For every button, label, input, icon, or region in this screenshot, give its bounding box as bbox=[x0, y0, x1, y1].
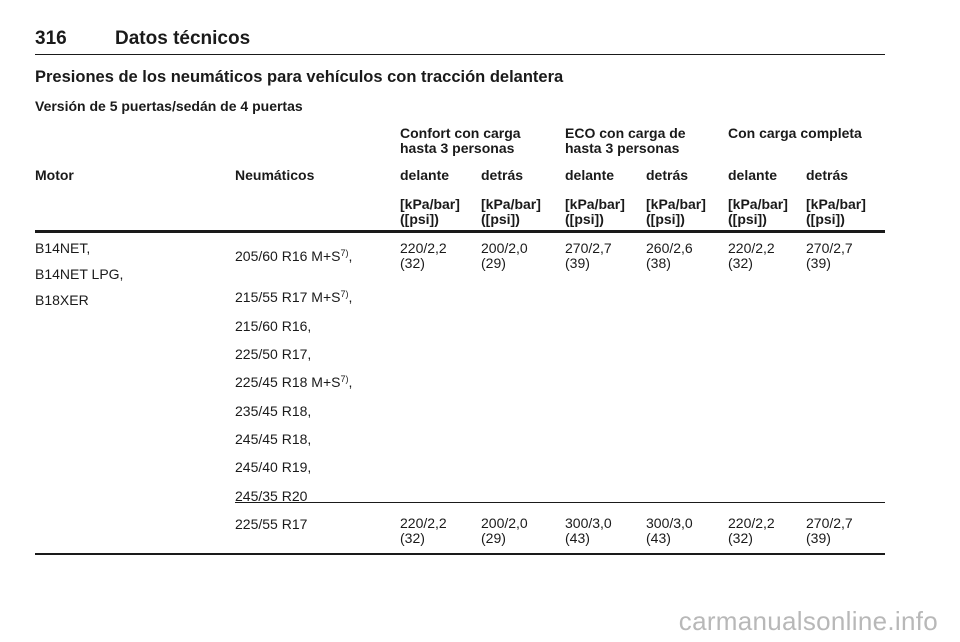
group-header-eco: ECO con carga de hasta 3 personas bbox=[565, 126, 686, 156]
motor-name: B14NET LPG, bbox=[35, 266, 124, 282]
tyre-size: 245/40 R19, bbox=[235, 459, 312, 475]
group-header-comfort: Confort con carga hasta 3 personas bbox=[400, 126, 521, 156]
group-header-line: hasta 3 personas bbox=[565, 140, 680, 156]
unit-label: [kPa/bar] ([psi]) bbox=[481, 196, 541, 227]
pressure-value: 270/2,7 (39) bbox=[806, 515, 853, 546]
group-header-line: Con carga completa bbox=[728, 125, 862, 141]
col-header-front: delante bbox=[565, 167, 615, 183]
section-title: Presiones de los neumáticos para vehícul… bbox=[35, 68, 564, 86]
tyre-size: 235/45 R18, bbox=[235, 403, 312, 419]
pressure-value: 270/2,7 (39) bbox=[565, 240, 612, 271]
page-number: 316 bbox=[35, 28, 67, 49]
group-header-line: hasta 3 personas bbox=[400, 140, 515, 156]
tyre-size: 225/45 R18 M+S7), bbox=[235, 374, 353, 390]
motor-name: B14NET, bbox=[35, 240, 91, 256]
tyre-pressure-table: Confort con carga hasta 3 personas ECO c… bbox=[35, 122, 885, 562]
pressure-value: 200/2,0 (29) bbox=[481, 515, 528, 546]
tyre-size: 245/45 R18, bbox=[235, 431, 312, 447]
watermark: carmanualsonline.info bbox=[678, 606, 938, 636]
table-bottom-rule bbox=[35, 553, 885, 555]
pressure-value: 220/2,2 (32) bbox=[400, 515, 447, 546]
unit-label: [kPa/bar] ([psi]) bbox=[806, 196, 866, 227]
pressure-value: 300/3,0 (43) bbox=[646, 515, 693, 546]
col-header-front: delante bbox=[728, 167, 778, 183]
group-header-line: Confort con carga bbox=[400, 125, 521, 141]
subsection-title: Versión de 5 puertas/sedán de 4 puertas bbox=[35, 98, 303, 114]
tyre-size: 205/60 R16 M+S7), bbox=[235, 248, 353, 264]
unit-label: [kPa/bar] ([psi]) bbox=[565, 196, 625, 227]
tyre-size: 215/60 R16, bbox=[235, 318, 312, 334]
pressure-value: 270/2,7 (39) bbox=[806, 240, 853, 271]
unit-label: [kPa/bar] ([psi]) bbox=[728, 196, 788, 227]
pressure-value: 200/2,0 (29) bbox=[481, 240, 528, 271]
page-header: 316 Datos técnicos bbox=[35, 28, 885, 55]
unit-label: [kPa/bar] ([psi]) bbox=[400, 196, 460, 227]
page-title: Datos técnicos bbox=[115, 28, 251, 49]
motor-name: B18XER bbox=[35, 292, 89, 308]
group-header-line: ECO con carga de bbox=[565, 125, 686, 141]
pressure-value: 300/3,0 (43) bbox=[565, 515, 612, 546]
row-divider bbox=[235, 502, 885, 503]
pressure-value: 220/2,2 (32) bbox=[728, 240, 775, 271]
pressure-value: 220/2,2 (32) bbox=[400, 240, 447, 271]
col-header-front: delante bbox=[400, 167, 450, 183]
col-header-motor: Motor bbox=[35, 167, 74, 183]
tyre-size: 225/55 R17 bbox=[235, 516, 308, 532]
pressure-value: 220/2,2 (32) bbox=[728, 515, 775, 546]
tyre-size: 215/55 R17 M+S7), bbox=[235, 289, 353, 305]
col-header-rear: detrás bbox=[481, 167, 524, 183]
pressure-value: 260/2,6 (38) bbox=[646, 240, 693, 271]
col-header-tyres: Neumáticos bbox=[235, 167, 315, 183]
group-header-full-load: Con carga completa bbox=[728, 126, 862, 141]
col-header-rear: detrás bbox=[646, 167, 689, 183]
col-header-rear: detrás bbox=[806, 167, 849, 183]
tyre-size: 245/35 R20 bbox=[235, 488, 308, 504]
unit-label: [kPa/bar] ([psi]) bbox=[646, 196, 706, 227]
tyre-size: 225/50 R17, bbox=[235, 346, 312, 362]
header-rule bbox=[35, 230, 885, 233]
